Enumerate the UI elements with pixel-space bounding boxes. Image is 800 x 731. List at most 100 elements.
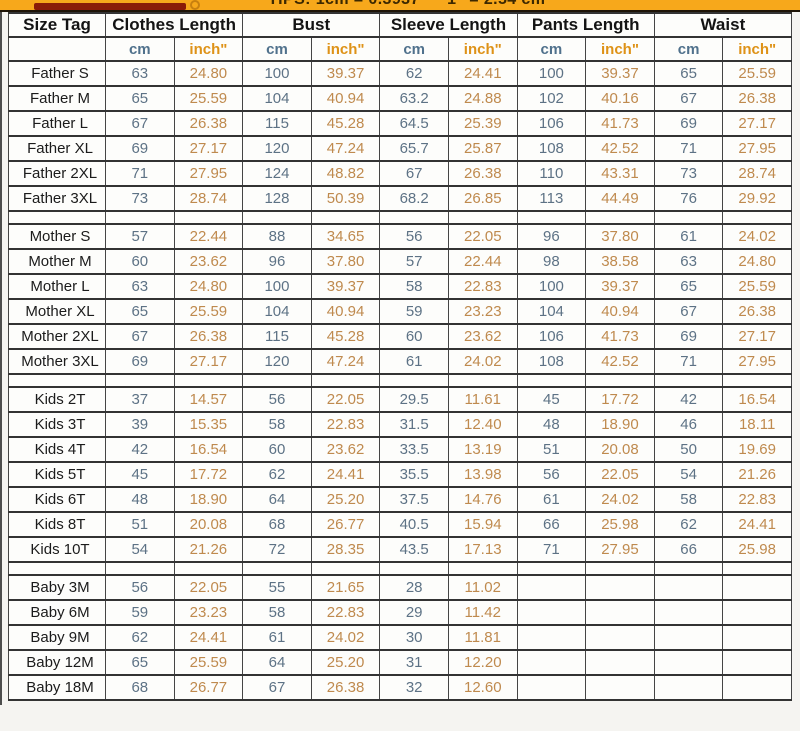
cm-value-cell: 96 — [242, 248, 312, 275]
cm-value-cell — [516, 599, 587, 626]
size-tag-cell: Baby 3M — [8, 574, 106, 601]
cm-value-cell: 104 — [242, 85, 312, 112]
inch-value-cell: 24.41 — [173, 624, 244, 651]
separator-cell — [585, 210, 655, 225]
inch-value-cell: 13.98 — [447, 461, 518, 488]
cm-value-cell: 48 — [516, 411, 587, 438]
size-tag-cell: Father M — [8, 85, 106, 112]
table-row-kids-10t: Kids 10T 54 21.26 72 28.35 43.5 17.13 71 27.95 66… — [8, 536, 792, 563]
separator-cell — [722, 561, 792, 576]
inch-value-cell: 25.20 — [310, 486, 381, 513]
inch-value-cell: 11.81 — [447, 624, 518, 651]
cm-value-cell: 65 — [105, 649, 175, 676]
size-tag-cell: Father S — [8, 60, 106, 87]
table-row-father-l: Father L 67 26.38 115 45.28 64.5 25.39 106 41.73… — [8, 110, 792, 137]
cm-value-cell: 56 — [242, 386, 312, 413]
inch-value-cell: 17.13 — [447, 536, 518, 563]
cm-value-cell: 120 — [242, 348, 312, 375]
inch-value-cell: 27.95 — [722, 135, 792, 162]
separator-cell — [105, 561, 175, 576]
cm-value-cell: 63 — [653, 248, 724, 275]
inch-value-cell: 22.44 — [447, 248, 518, 275]
banner-left-text-fragment — [34, 3, 186, 10]
inch-value-cell: 24.80 — [722, 248, 792, 275]
inch-value-cell: 15.94 — [447, 511, 518, 538]
separator-cell — [516, 373, 587, 388]
separator-cell — [173, 561, 244, 576]
inch-value-cell: 18.11 — [722, 411, 792, 438]
table-header: Size Tag Clothes Length Bust Sleeve Length P… — [8, 12, 792, 62]
inch-value-cell: 24.02 — [585, 486, 655, 513]
separator-cell — [653, 210, 724, 225]
cm-value-cell: 69 — [105, 135, 175, 162]
size-tag-cell: Father XL — [8, 135, 106, 162]
table-row-baby-12m: Baby 12M 65 25.59 64 25.20 31 12.20 — [8, 649, 792, 676]
section-separator-row — [8, 373, 792, 388]
cm-value-cell: 67 — [653, 85, 724, 112]
cm-value-cell: 28 — [379, 574, 449, 601]
inch-value-cell: 40.16 — [585, 85, 655, 112]
cm-value-cell: 100 — [242, 60, 312, 87]
cm-value-cell: 67 — [653, 298, 724, 325]
cm-value-cell: 30 — [379, 624, 449, 651]
table-row-kids-8t: Kids 8T 51 20.08 68 26.77 40.5 15.94 66 25.98 62 2… — [8, 511, 792, 538]
unit-header-inch: inch" — [585, 36, 655, 62]
cm-value-cell: 55 — [242, 574, 312, 601]
inch-value-cell: 25.59 — [722, 60, 792, 87]
cm-value-cell: 60 — [105, 248, 175, 275]
separator-cell — [8, 373, 106, 388]
inch-value-cell: 22.83 — [722, 486, 792, 513]
size-chart-table: Size Tag Clothes Length Bust Sleeve Length P… — [8, 12, 792, 701]
separator-cell — [379, 373, 449, 388]
inch-value-cell: 42.52 — [585, 135, 655, 162]
inch-value-cell: 15.35 — [173, 411, 244, 438]
separator-cell — [447, 561, 518, 576]
inch-value-cell: 29.92 — [722, 185, 792, 212]
inch-value-cell: 24.80 — [173, 60, 244, 87]
separator-cell — [516, 561, 587, 576]
table-row-mother-m: Mother M 60 23.62 96 37.80 57 22.44 98 38.58 63 24… — [8, 248, 792, 275]
inch-value-cell: 47.24 — [310, 348, 381, 375]
inch-value-cell: 11.02 — [447, 574, 518, 601]
cm-value-cell: 59 — [379, 298, 449, 325]
cm-value-cell: 50 — [653, 436, 724, 463]
cm-value-cell: 104 — [242, 298, 312, 325]
cm-value-cell: 128 — [242, 185, 312, 212]
inch-value-cell: 22.83 — [447, 273, 518, 300]
inch-value-cell: 22.44 — [173, 223, 244, 250]
unit-header-inch: inch" — [447, 36, 518, 62]
cm-value-cell: 57 — [105, 223, 175, 250]
cm-value-cell: 65 — [105, 298, 175, 325]
inch-value-cell: 27.17 — [173, 135, 244, 162]
cm-value-cell: 96 — [516, 223, 587, 250]
unit-header-cm: cm — [516, 36, 587, 62]
cm-value-cell: 46 — [653, 411, 724, 438]
inch-value-cell: 19.69 — [722, 436, 792, 463]
inch-value-cell: 41.73 — [585, 323, 655, 350]
inch-value-cell: 26.77 — [310, 511, 381, 538]
inch-value-cell: 16.54 — [722, 386, 792, 413]
table-row-mother-xl: Mother XL 65 25.59 104 40.94 59 23.23 104 40.94 6… — [8, 298, 792, 325]
unit-header-row: cm inch" cm inch" cm inch" cm inch" cm inch" — [8, 36, 792, 62]
cm-value-cell: 68 — [242, 511, 312, 538]
cm-value-cell: 51 — [105, 511, 175, 538]
size-tag-cell: Mother S — [8, 223, 106, 250]
inch-value-cell: 39.37 — [310, 273, 381, 300]
cm-value-cell: 58 — [379, 273, 449, 300]
table-row-mother-2xl: Mother 2XL 67 26.38 115 45.28 60 23.62 106 41.73… — [8, 323, 792, 350]
size-tag-cell: Baby 6M — [8, 599, 106, 626]
cm-value-cell: 60 — [379, 323, 449, 350]
cm-value-cell: 65 — [653, 60, 724, 87]
inch-value-cell: 26.77 — [173, 674, 244, 701]
table-row-father-s: Father S 63 24.80 100 39.37 62 24.41 100 39.37 65… — [8, 60, 792, 87]
table-body: Father S 63 24.80 100 39.37 62 24.41 100 39.37 65… — [8, 60, 792, 701]
size-tag-cell: Kids 8T — [8, 511, 106, 538]
size-tag-cell: Kids 3T — [8, 411, 106, 438]
inch-value-cell: 25.87 — [447, 135, 518, 162]
cm-value-cell: 62 — [242, 461, 312, 488]
cm-value-cell: 64 — [242, 486, 312, 513]
cm-value-cell: 31.5 — [379, 411, 449, 438]
inch-value-cell: 43.31 — [585, 160, 655, 187]
inch-value-cell: 50.39 — [310, 185, 381, 212]
